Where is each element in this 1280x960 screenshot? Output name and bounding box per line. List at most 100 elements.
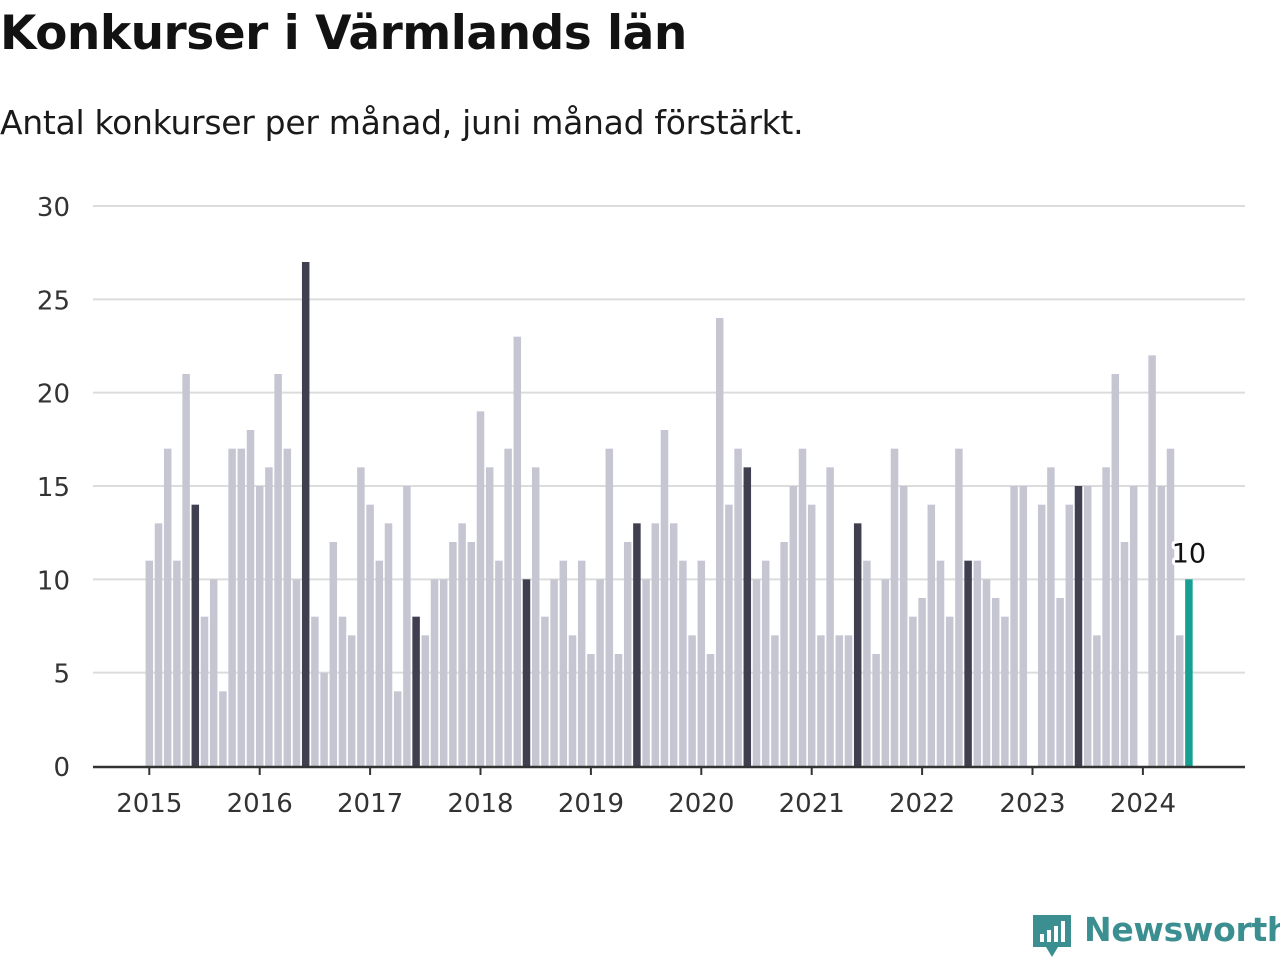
bar	[697, 560, 706, 766]
bar	[1010, 486, 1018, 766]
bar	[715, 318, 724, 766]
bar	[219, 691, 227, 766]
bar	[577, 560, 586, 766]
x-tick-label: 2021	[779, 789, 845, 819]
bar	[798, 448, 807, 766]
bar	[228, 448, 236, 766]
bar	[1001, 616, 1009, 766]
bar	[1093, 635, 1101, 766]
chart-subtitle: Antal konkurser per månad, juni månad fö…	[0, 103, 804, 142]
bar	[1175, 635, 1184, 766]
bar	[1111, 374, 1120, 766]
bar	[899, 486, 908, 766]
bar	[1083, 486, 1092, 766]
x-tick-label: 2019	[558, 789, 624, 819]
bar	[642, 579, 650, 766]
bar	[237, 448, 246, 766]
bar	[430, 579, 439, 766]
bar	[274, 374, 282, 766]
x-tick-label: 2020	[668, 789, 734, 819]
bar	[890, 448, 899, 766]
bar	[320, 672, 328, 766]
bar	[605, 448, 614, 766]
bar-june	[412, 616, 420, 766]
bar-june	[301, 262, 310, 766]
x-tick-label: 2016	[227, 789, 293, 819]
bar	[366, 504, 374, 766]
bar	[209, 579, 218, 766]
x-tick-label: 2024	[1110, 789, 1176, 819]
bar	[283, 448, 292, 766]
bar	[421, 635, 430, 766]
bar	[623, 542, 632, 766]
bar	[265, 467, 273, 766]
bar	[918, 598, 926, 766]
bar	[596, 579, 604, 766]
bar	[945, 616, 954, 766]
bar	[329, 542, 338, 766]
bar	[311, 616, 319, 766]
bar	[817, 635, 825, 766]
bar	[485, 467, 494, 766]
bar	[559, 560, 568, 766]
bar-june	[191, 504, 200, 766]
bar	[541, 616, 549, 766]
bar	[476, 411, 485, 766]
x-tick-label: 2017	[337, 789, 403, 819]
bar	[1166, 448, 1175, 766]
bar	[844, 635, 853, 766]
bar	[936, 560, 945, 766]
bar	[200, 616, 209, 766]
bar-june	[743, 467, 752, 766]
bar	[1019, 486, 1028, 766]
bar	[1047, 467, 1055, 766]
bar	[513, 336, 522, 766]
y-tick-label: 20	[37, 380, 70, 410]
bar-june	[522, 579, 531, 766]
bar	[927, 504, 936, 766]
y-tick-label: 25	[37, 286, 70, 316]
y-tick-label: 5	[53, 660, 70, 690]
x-tick-label: 2018	[447, 789, 513, 819]
bar	[587, 654, 595, 766]
bar	[761, 560, 770, 766]
bar	[835, 635, 844, 766]
bar	[789, 486, 798, 766]
bar-latest	[1185, 579, 1193, 766]
bar	[1065, 504, 1074, 766]
bar	[550, 579, 558, 766]
bar	[338, 616, 347, 766]
bar	[1037, 504, 1046, 766]
bar-june	[633, 523, 641, 766]
bar	[163, 448, 172, 766]
bar	[651, 523, 660, 766]
bar	[679, 560, 687, 766]
bar	[504, 448, 512, 766]
bar	[771, 635, 779, 766]
bar	[449, 542, 457, 766]
bar	[725, 504, 733, 766]
bar-june	[853, 523, 862, 766]
bar	[991, 598, 1000, 766]
bar	[1129, 486, 1138, 766]
bar	[1157, 486, 1166, 766]
bar	[173, 560, 181, 766]
y-tick-label: 0	[53, 753, 70, 783]
bar	[531, 467, 540, 766]
bar	[467, 542, 476, 766]
bar	[734, 448, 742, 766]
bar	[458, 523, 466, 766]
bar	[973, 560, 982, 766]
bar	[982, 579, 991, 766]
bar	[1056, 598, 1064, 766]
bar	[826, 467, 834, 766]
bar	[246, 430, 255, 766]
bar	[669, 523, 678, 766]
bar	[706, 654, 715, 766]
latest-value-label: 10	[1172, 538, 1206, 569]
bar	[1148, 355, 1156, 766]
bar	[154, 523, 163, 766]
bar	[384, 523, 393, 766]
bar	[255, 486, 264, 766]
